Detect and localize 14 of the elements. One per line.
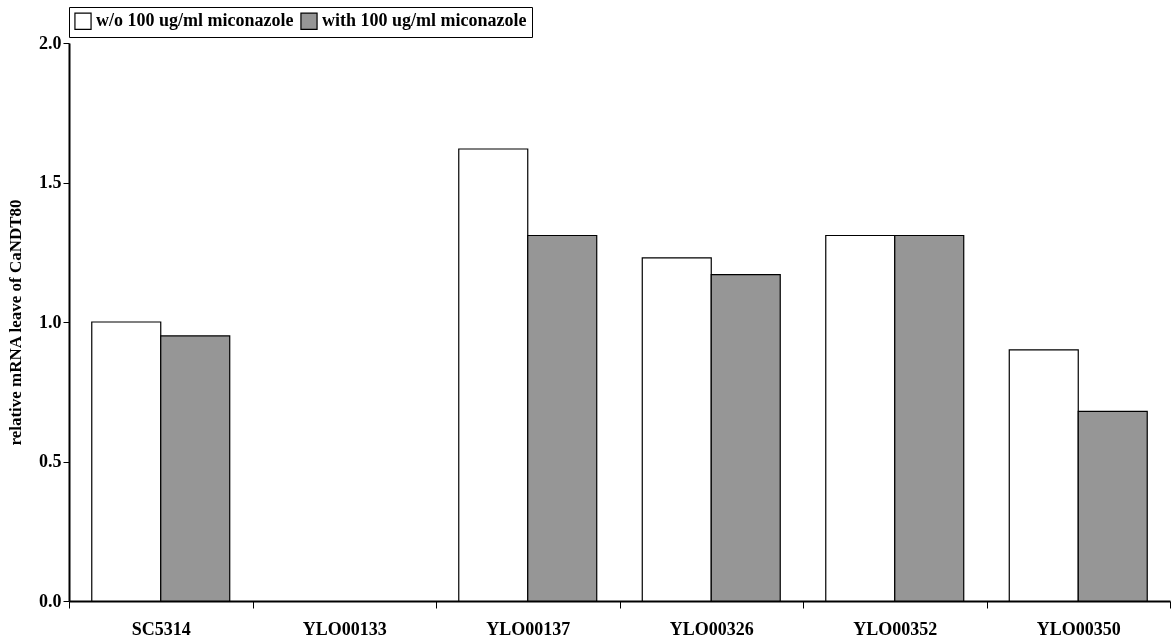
y-tick-label: 1.5 bbox=[39, 172, 62, 192]
y-tick-label: 2.0 bbox=[39, 32, 62, 53]
x-tick-label: YLO00133 bbox=[302, 618, 387, 639]
legend-label: with 100 ug/ml miconazole bbox=[322, 10, 527, 31]
x-tick-label: SC5314 bbox=[131, 618, 191, 639]
x-tick-label: YLO00326 bbox=[669, 618, 754, 639]
y-tick-label: 0.0 bbox=[39, 590, 62, 611]
x-tick-label: YLO00350 bbox=[1036, 618, 1121, 639]
x-tick-label: YLO00137 bbox=[486, 618, 571, 639]
y-tick-label: 0.5 bbox=[39, 451, 62, 471]
y-tick-label: 1.0 bbox=[39, 311, 62, 332]
y-axis-title: relative mRNA leave of CaNDT80 bbox=[6, 199, 25, 446]
x-tick-label: YLO00352 bbox=[853, 618, 938, 639]
legend-label: w/o 100 ug/ml miconazole bbox=[96, 10, 294, 31]
